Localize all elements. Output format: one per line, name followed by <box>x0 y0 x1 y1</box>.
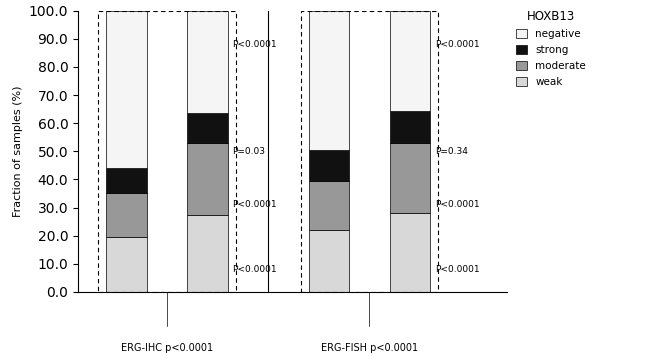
Bar <box>389 11 430 110</box>
Text: P<0.0001: P<0.0001 <box>233 265 278 274</box>
Y-axis label: Fraction of samples (%): Fraction of samples (%) <box>13 85 23 217</box>
Text: P<0.0001: P<0.0001 <box>233 200 278 209</box>
Text: ERG-FISH p<0.0001: ERG-FISH p<0.0001 <box>321 342 418 352</box>
Text: P<0.0001: P<0.0001 <box>435 265 480 274</box>
Text: P<0.0001: P<0.0001 <box>233 40 278 49</box>
Bar <box>107 11 147 168</box>
Bar <box>107 194 147 237</box>
Bar <box>389 143 430 213</box>
Bar <box>300 11 438 292</box>
Bar <box>187 215 228 292</box>
Bar <box>389 213 430 292</box>
Bar <box>98 11 236 292</box>
Bar <box>389 110 430 143</box>
Bar <box>309 150 349 181</box>
Bar <box>309 11 349 150</box>
Bar <box>187 11 228 113</box>
Text: P<0.0001: P<0.0001 <box>435 40 480 49</box>
Legend: negative, strong, moderate, weak: negative, strong, moderate, weak <box>517 10 586 87</box>
Bar <box>187 143 228 215</box>
Text: P=0.34: P=0.34 <box>435 147 468 156</box>
Bar <box>309 181 349 230</box>
Bar <box>187 113 228 143</box>
Text: ERG-IHC p<0.0001: ERG-IHC p<0.0001 <box>121 342 213 352</box>
Bar <box>107 237 147 292</box>
Bar <box>107 168 147 194</box>
Bar <box>309 230 349 292</box>
Text: P<0.0001: P<0.0001 <box>435 200 480 209</box>
Text: P=0.03: P=0.03 <box>233 147 266 156</box>
